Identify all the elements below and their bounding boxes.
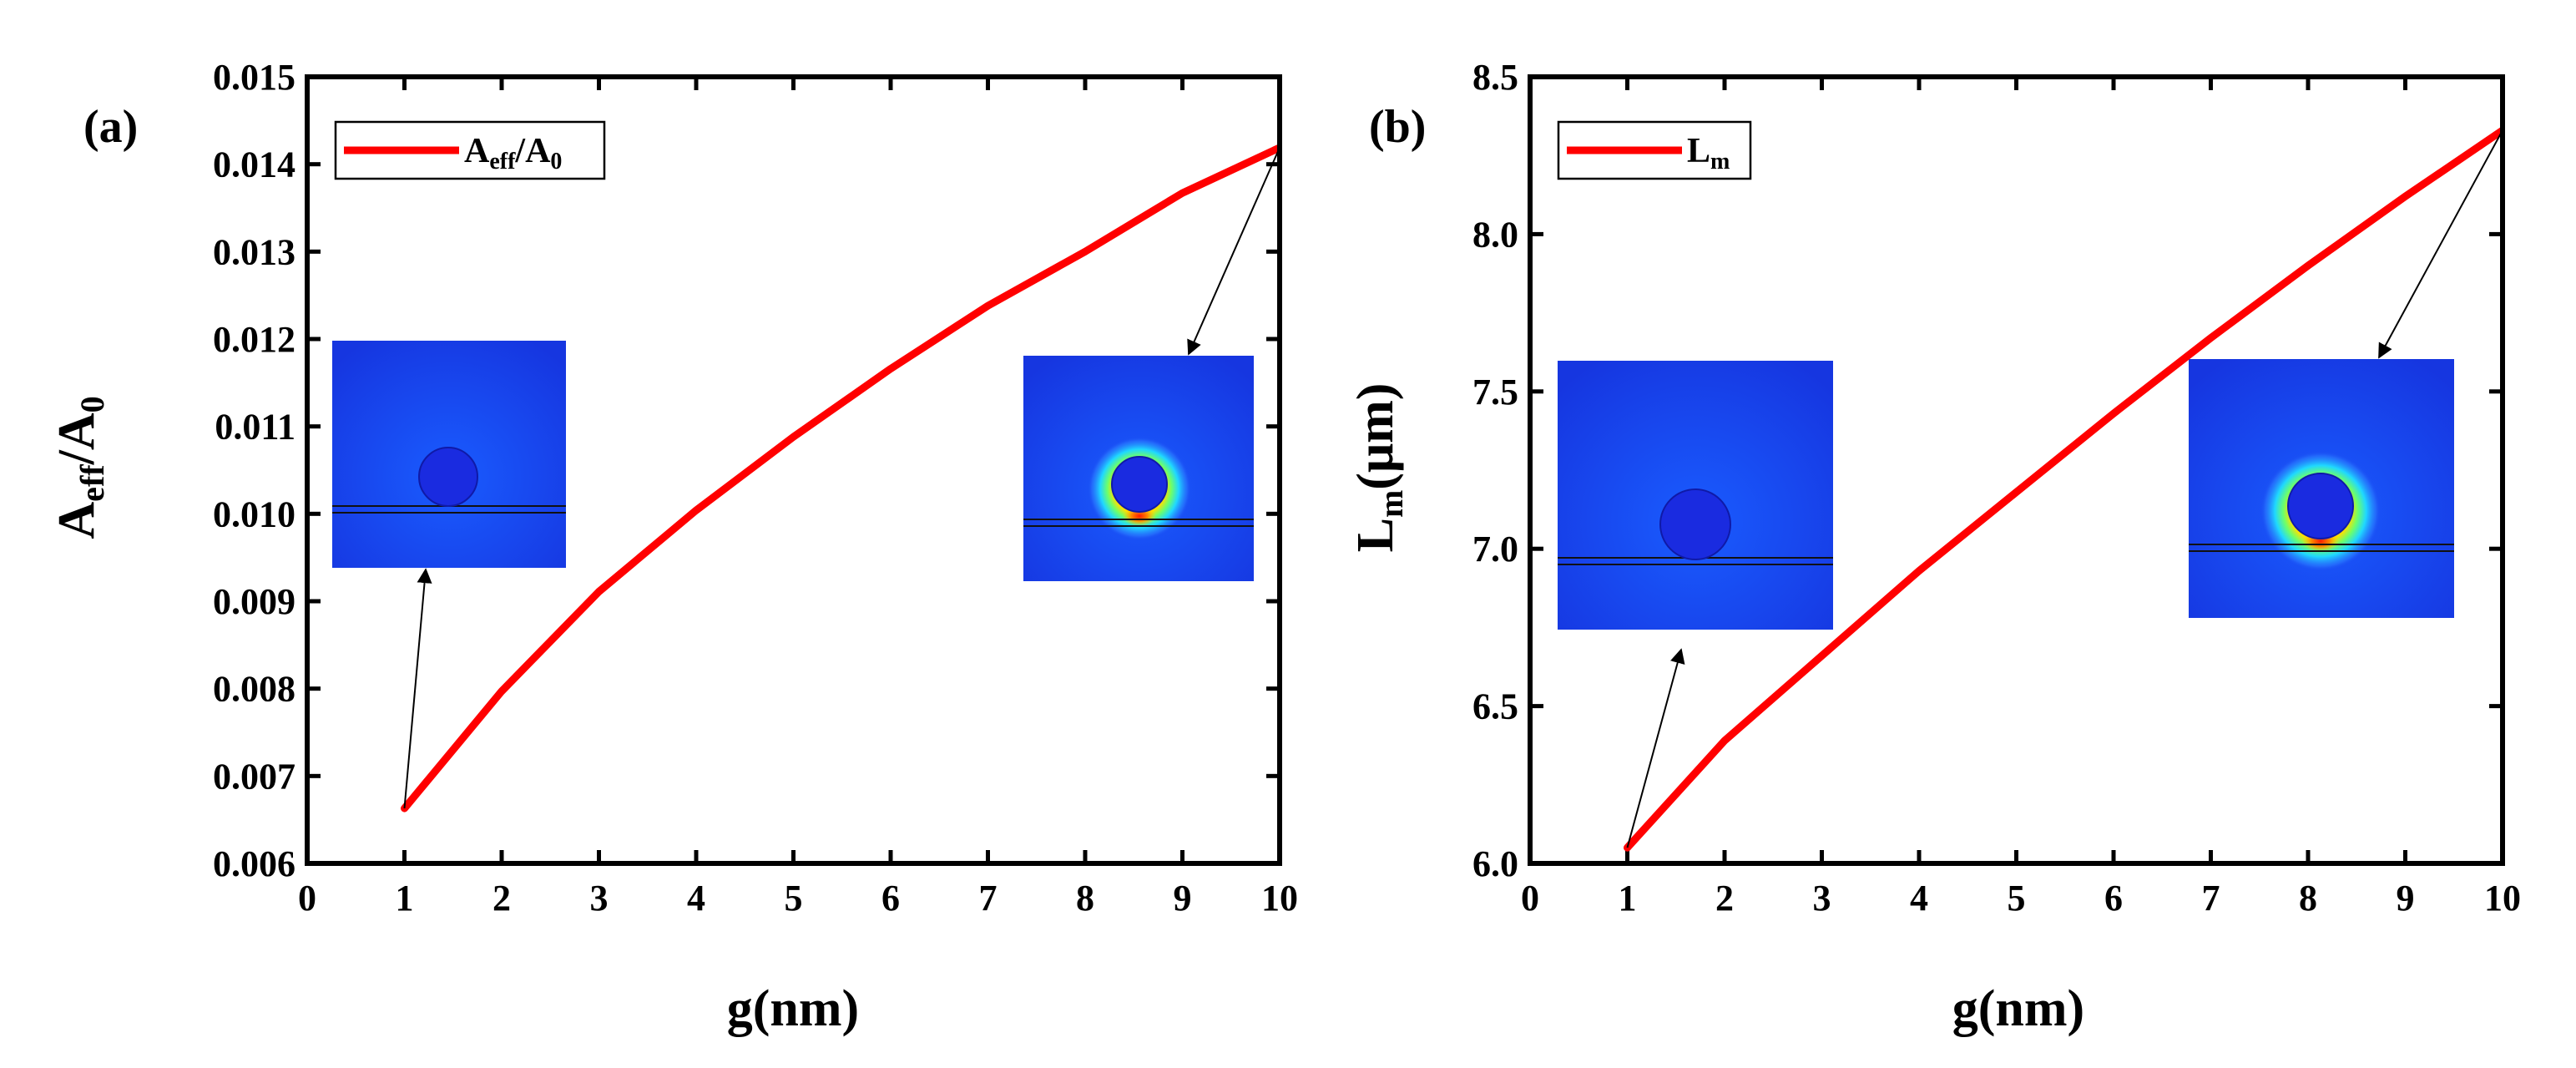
x-tick-label: 9 [1174, 878, 1192, 919]
y-tick-label: 8.5 [1472, 57, 1518, 98]
x-tick-label: 7 [2202, 878, 2220, 919]
x-tick-label: 7 [979, 878, 998, 919]
panel-a: (a) 0.0060.0070.0080.0090.0100.0110.0120… [48, 57, 1298, 1037]
y-tick-label: 6.0 [1472, 843, 1518, 884]
panel-label-a: (a) [83, 101, 138, 153]
x-tick-label: 8 [1076, 878, 1094, 919]
series-line-b [1624, 126, 2503, 852]
x-tick-label: 4 [1910, 878, 1928, 919]
y-tick-label: 0.009 [213, 581, 295, 622]
plot-frame-a [305, 74, 1282, 866]
x-tick-label: 9 [2397, 878, 2415, 919]
y-tick-label: 7.5 [1472, 372, 1518, 413]
y-axis-label-a: Aeff/A0 [48, 396, 111, 539]
panel-b: (b) 6.0 6.5 7.0 7.5 8.0 8.5 0 1 2 3 4 5 6 7 8 9 10 [1347, 57, 2521, 1037]
y-tick-label: 0.010 [213, 494, 295, 534]
y-axis-ticks-a: 0.006 0.007 0.008 0.009 0.010 0.011 0.012 0.013… [213, 57, 1280, 884]
y-tick-label: 0.012 [213, 319, 295, 360]
panel-label-b: (b) [1369, 101, 1426, 153]
inset-field-map-right-a [1023, 356, 1254, 581]
x-tick-label: 1 [1619, 878, 1637, 919]
legend-label-b: Lm [1687, 132, 1730, 175]
x-axis-label-a: g(nm) [727, 980, 859, 1037]
legend-b: Lm [1557, 120, 1752, 180]
x-tick-label: 6 [2104, 878, 2123, 919]
x-axis-label-b: g(nm) [1952, 980, 2084, 1037]
x-axis-ticks-b: 0 1 2 3 4 5 6 7 8 9 10 [1521, 77, 2521, 919]
y-tick-label: 0.015 [213, 57, 295, 98]
y-tick-label: 0.006 [213, 843, 295, 884]
inset-field-map-left-b [1558, 361, 1833, 630]
x-tick-label: 0 [1521, 878, 1539, 919]
legend-a: Aeff/A0 [334, 120, 606, 180]
x-tick-label: 2 [492, 878, 511, 919]
x-tick-label: 5 [2008, 878, 2026, 919]
x-tick-label: 10 [2484, 878, 2521, 919]
x-tick-label: 8 [2299, 878, 2317, 919]
y-axis-label-b: Lm(μm) [1347, 383, 1410, 553]
x-tick-label: 0 [298, 878, 316, 919]
x-tick-label: 4 [687, 878, 705, 919]
inset-field-map-right-b [2189, 359, 2454, 618]
x-tick-label: 10 [1261, 878, 1298, 919]
series-line-a [401, 144, 1280, 812]
y-tick-label: 6.5 [1472, 686, 1518, 727]
x-tick-label: 5 [785, 878, 803, 919]
y-tick-label: 0.008 [213, 669, 295, 710]
x-tick-label: 2 [1715, 878, 1734, 919]
x-tick-label: 3 [590, 878, 609, 919]
annotation-arrow-left-b [1626, 648, 1685, 848]
x-tick-label: 6 [881, 878, 900, 919]
y-tick-label: 8.0 [1472, 214, 1518, 255]
plot-frame-b [1528, 74, 2505, 866]
y-tick-label: 0.013 [213, 231, 295, 272]
x-tick-label: 3 [1813, 878, 1831, 919]
y-tick-label: 0.011 [215, 407, 295, 448]
inset-field-map-left-a [332, 341, 566, 568]
annotation-arrow-left-a [403, 568, 432, 809]
annotation-arrow-right-a [1187, 147, 1280, 356]
y-tick-label: 0.014 [213, 144, 295, 185]
x-tick-label: 1 [396, 878, 414, 919]
legend-label-a: Aeff/A0 [464, 132, 562, 175]
annotation-arrow-right-b [2378, 129, 2503, 359]
y-tick-label: 0.007 [213, 756, 295, 797]
y-tick-label: 7.0 [1472, 529, 1518, 569]
x-axis-ticks-a: 0 1 2 3 4 5 6 7 8 9 10 [298, 77, 1298, 919]
